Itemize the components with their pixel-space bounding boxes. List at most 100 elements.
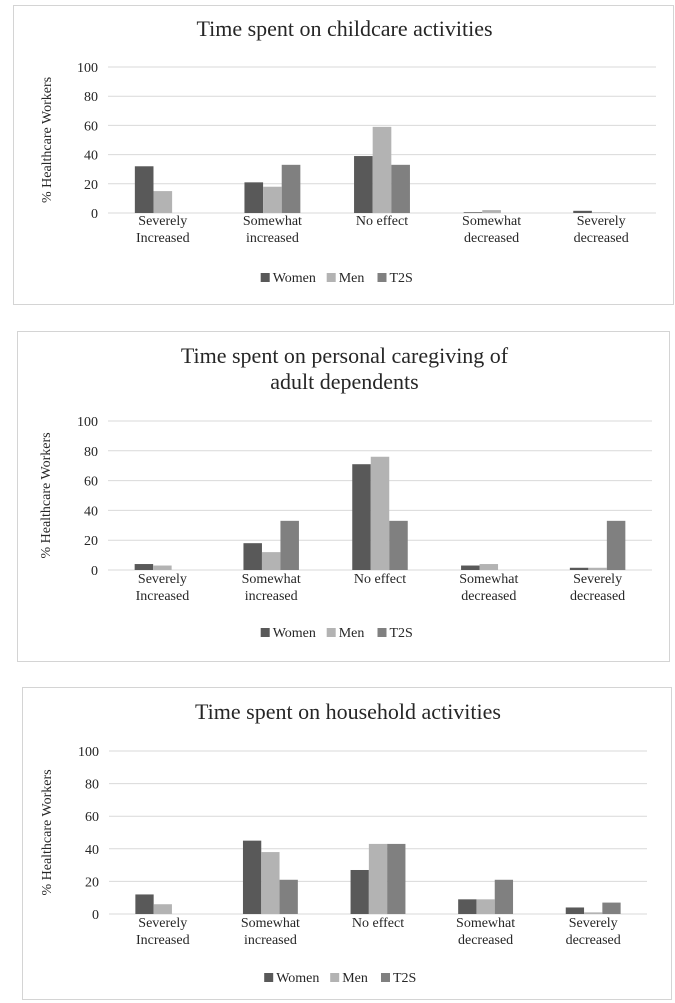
category-label: Severely decreased	[570, 572, 625, 604]
bar-women-4	[565, 907, 585, 914]
category-label: Somewhat increased	[243, 214, 302, 246]
legend-swatch-women	[260, 628, 270, 637]
bar-women-0	[134, 564, 154, 570]
bar-women-1	[244, 182, 264, 213]
bar-men-3	[476, 899, 495, 914]
chart-title: Time spent on childcare activities	[196, 16, 492, 41]
bar-women-4	[569, 567, 589, 570]
y-tick-label: 100	[78, 745, 99, 760]
bar-men-0	[153, 191, 173, 213]
bar-women-3	[461, 565, 480, 570]
bar-men-2	[372, 126, 392, 213]
bar-men-2	[368, 843, 388, 914]
bar-t2s-2	[389, 520, 408, 570]
chart-panel-caregiving: Time spent on personal caregiving of adul…	[17, 331, 670, 662]
legend-label-women: Women	[276, 971, 319, 986]
chart-childcare: Time spent on childcare activities 0 20 40 6…	[40, 16, 656, 286]
y-tick-label: 0	[91, 564, 98, 579]
category-label: Somewhat decreased	[462, 214, 521, 246]
legend: Women Men T2S	[264, 971, 416, 986]
legend-label-t2s: T2S	[390, 271, 413, 286]
bar-men-0	[153, 565, 172, 570]
legend: Women Men T2S	[260, 271, 413, 286]
bar-men-4	[591, 212, 611, 213]
legend-swatch-men	[326, 628, 336, 637]
category-label: Severely Increased	[136, 572, 190, 604]
bar-t2s-1	[281, 164, 301, 213]
category-label: Somewhat increased	[241, 916, 300, 948]
legend-swatch-men	[326, 273, 336, 282]
bar-men-1	[261, 852, 280, 914]
legend-label-women: Women	[273, 271, 316, 286]
bar-women-3	[463, 212, 483, 213]
y-tick-label: 0	[92, 908, 99, 923]
legend-swatch-t2s	[377, 628, 387, 637]
category-label: Somewhat increased	[242, 572, 301, 604]
legend: Women Men T2S	[260, 626, 413, 641]
chart-panel-household: Time spent on household activities 0 20 40 6…	[22, 687, 672, 1000]
y-axis-label: % Healthcare Workers	[39, 432, 54, 558]
bar-men-4	[584, 912, 603, 914]
y-tick-label: 80	[84, 445, 98, 460]
bar-women-1	[243, 543, 262, 570]
y-tick-label: 20	[84, 178, 98, 193]
category-label: Somewhat decreased	[456, 916, 515, 948]
bar-women-2	[354, 156, 373, 213]
legend-swatch-men	[330, 973, 340, 982]
category-label: No effect	[356, 214, 408, 229]
chart-caregiving: Time spent on personal caregiving of adul…	[39, 343, 652, 641]
bar-women-1	[242, 840, 262, 914]
y-tick-label: 20	[85, 875, 99, 890]
bar-women-2	[350, 869, 369, 914]
y-axis-label: % Healthcare Workers	[40, 77, 55, 203]
chart-title: Time spent on personal caregiving of adul…	[181, 343, 509, 394]
bar-t2s-4	[602, 902, 621, 914]
bar-men-1	[263, 186, 282, 213]
bar-men-1	[261, 552, 281, 570]
legend-label-t2s: T2S	[390, 626, 413, 641]
bar-t2s-2	[387, 843, 406, 914]
bar-women-3	[458, 899, 477, 914]
bar-women-0	[134, 166, 154, 213]
legend-label-men: Men	[339, 271, 365, 286]
legend-label-women: Women	[273, 626, 316, 641]
y-tick-label: 80	[84, 90, 98, 105]
category-label: Somewhat decreased	[459, 572, 518, 604]
y-tick-label: 0	[91, 207, 98, 222]
legend-swatch-women	[260, 273, 270, 282]
chart-household: Time spent on household activities 0 20 40 6…	[40, 699, 647, 986]
category-label: No effect	[354, 572, 406, 587]
legend-label-men: Men	[339, 626, 365, 641]
bar-men-3	[482, 210, 501, 213]
y-tick-label: 40	[85, 843, 99, 858]
y-tick-label: 20	[84, 534, 98, 549]
legend-label-men: Men	[342, 971, 368, 986]
legend-swatch-t2s	[381, 973, 390, 982]
category-label: Severely decreased	[574, 214, 629, 246]
bar-t2s-1	[280, 520, 299, 570]
bar-men-3	[479, 564, 499, 570]
chart-title: Time spent on household activities	[195, 699, 501, 724]
bar-t2s-1	[279, 879, 298, 914]
legend-label-t2s: T2S	[393, 971, 416, 986]
y-tick-label: 60	[84, 119, 98, 134]
bar-t2s-3	[494, 879, 514, 914]
y-tick-label: 100	[77, 61, 98, 76]
bar-women-2	[352, 464, 371, 570]
bar-t2s-4	[606, 520, 626, 570]
category-label: No effect	[352, 916, 404, 931]
y-tick-label: 80	[85, 778, 99, 793]
y-tick-label: 40	[84, 504, 98, 519]
bar-men-0	[153, 904, 172, 914]
y-axis-label: % Healthcare Workers	[40, 769, 55, 895]
bar-t2s-2	[391, 164, 410, 213]
category-label: Severely Increased	[136, 214, 190, 246]
category-label: Severely Increased	[136, 916, 190, 948]
bar-men-2	[370, 456, 390, 570]
y-tick-label: 60	[84, 475, 98, 490]
legend-swatch-women	[264, 973, 274, 982]
category-label: Severely decreased	[566, 916, 621, 948]
chart-panel-childcare: Time spent on childcare activities 0 20 40 6…	[13, 5, 674, 305]
y-tick-label: 100	[77, 415, 98, 430]
bar-women-4	[573, 210, 592, 213]
